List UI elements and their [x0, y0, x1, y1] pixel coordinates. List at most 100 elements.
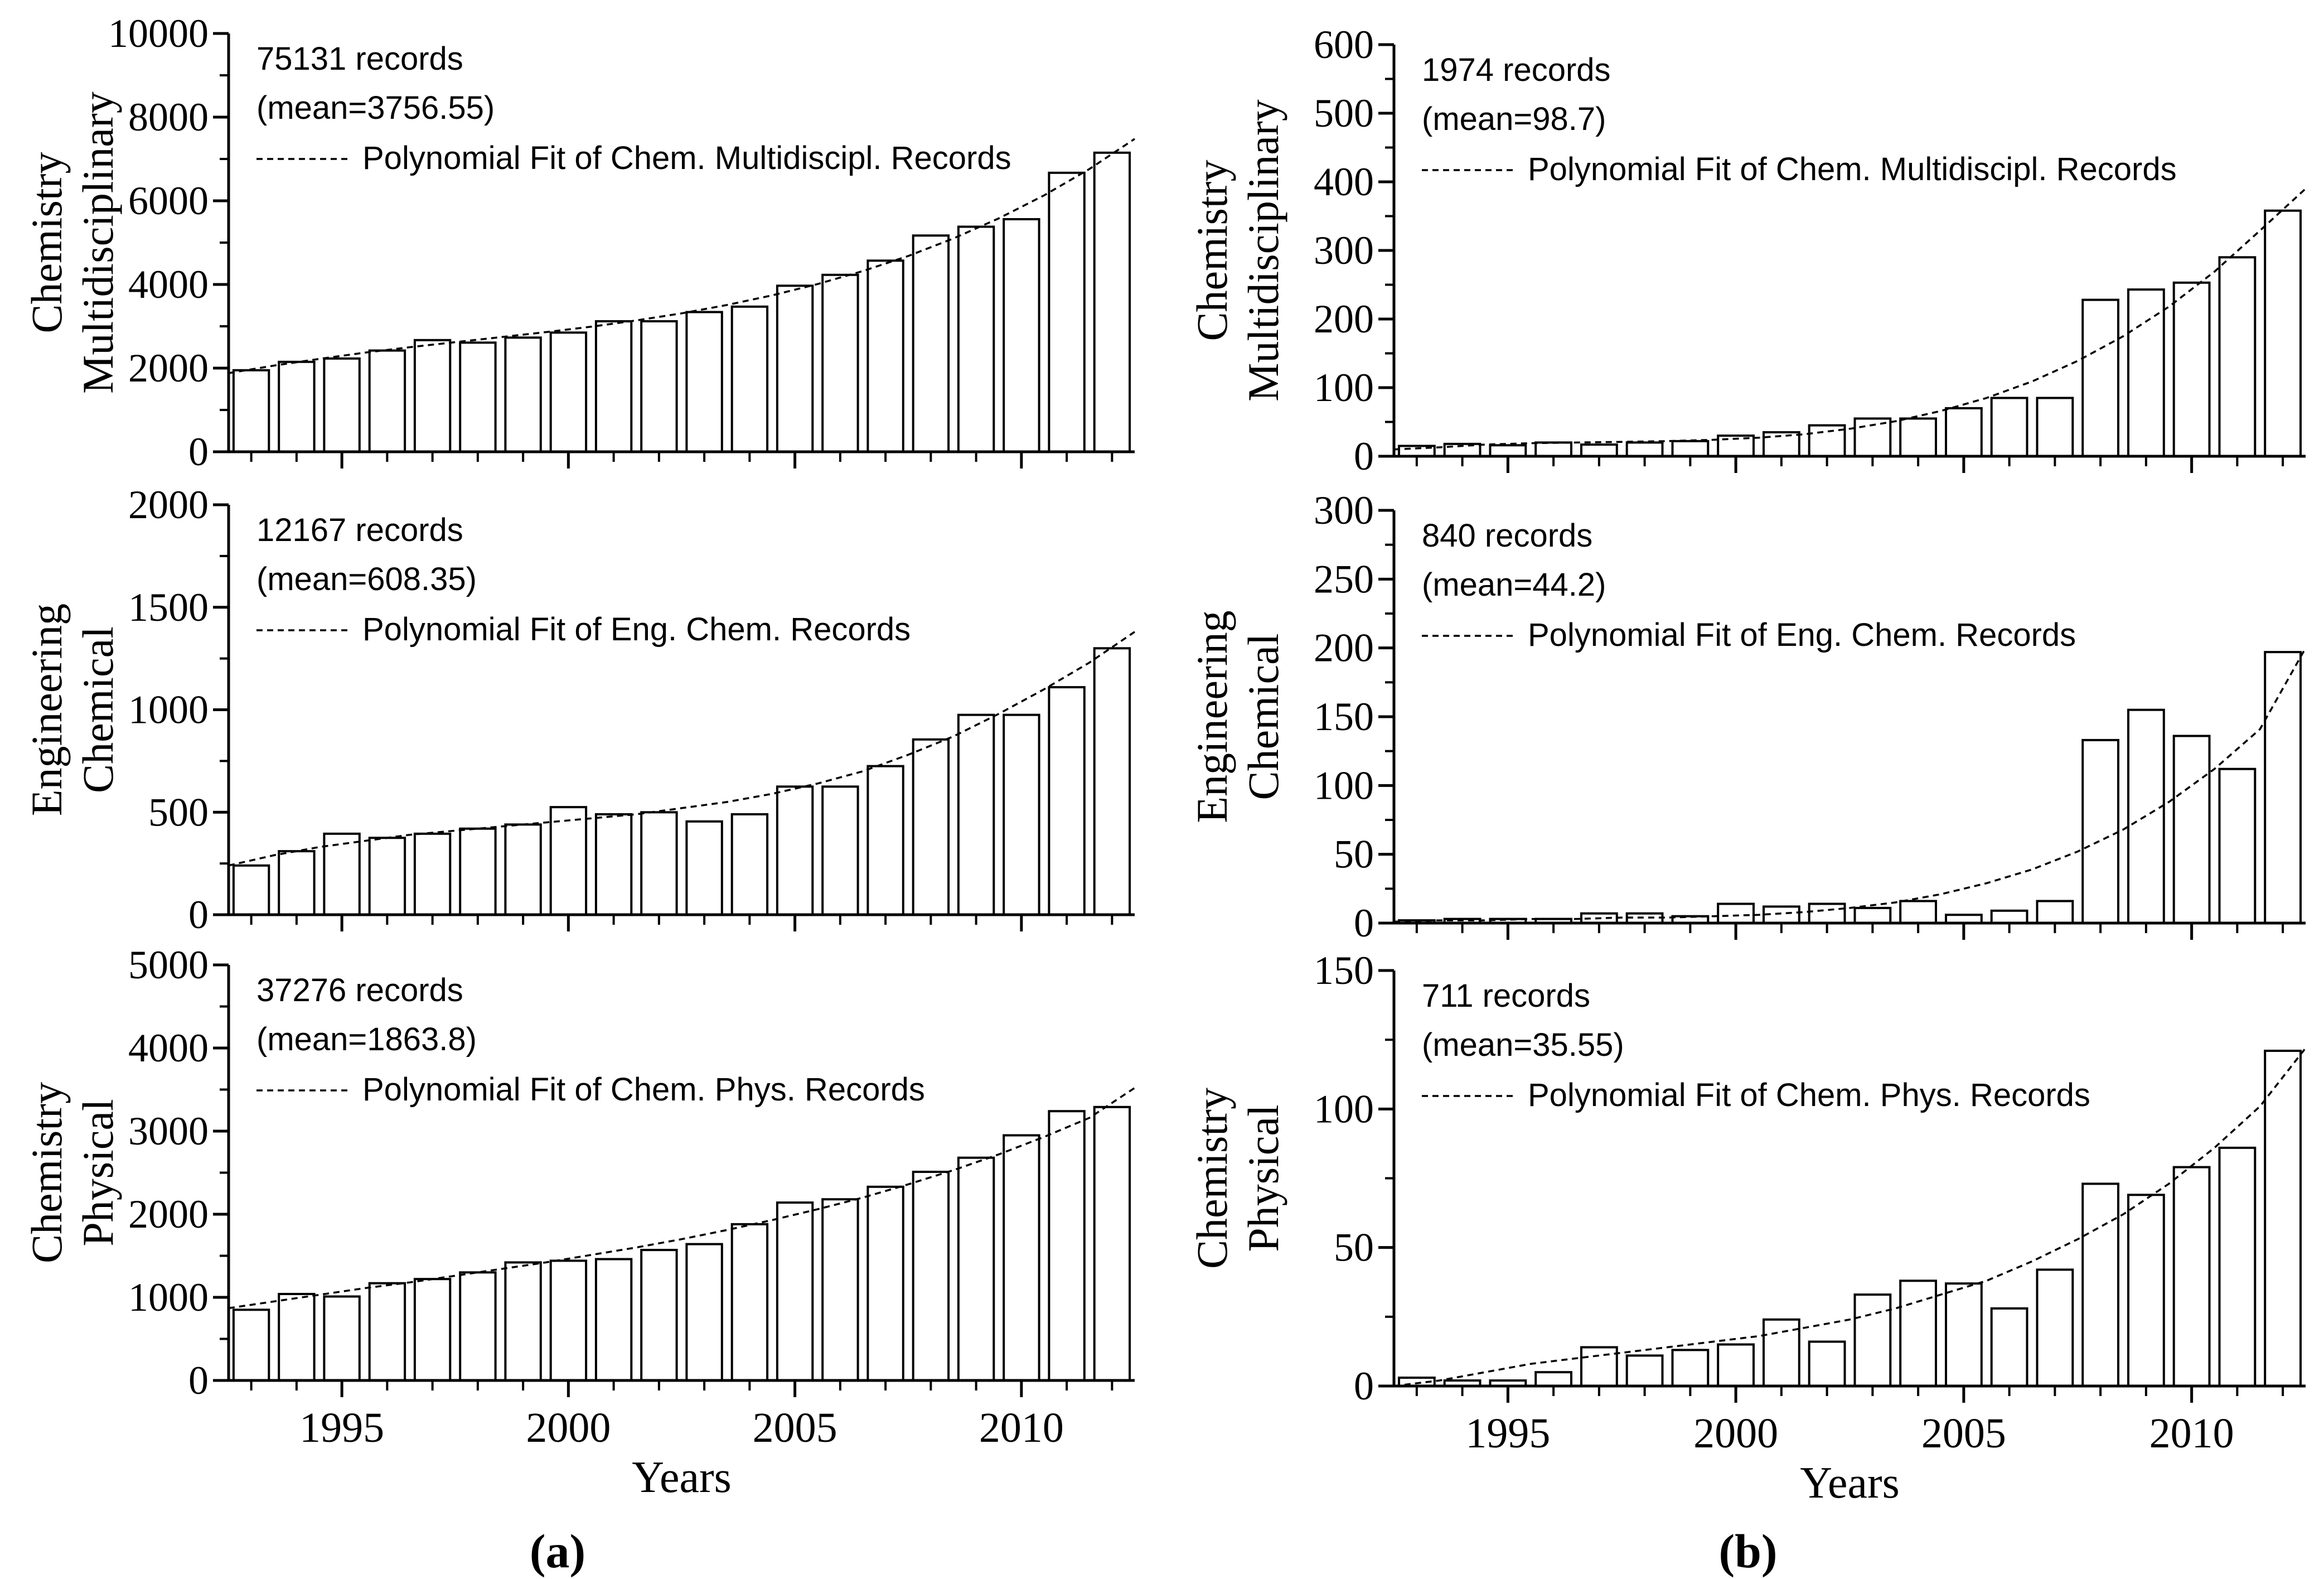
y-axis-label-line: Engineering	[1188, 610, 1236, 823]
panel-label-b: (b)	[1718, 1524, 1777, 1578]
bar-2008	[2081, 1182, 2119, 1387]
bar-2006	[821, 273, 859, 453]
y-tick-label: 50	[1334, 1225, 1374, 1270]
bar-2000	[549, 1259, 588, 1382]
y-tick-label: 4000	[128, 1026, 209, 1070]
x-tick-label: 2010	[2149, 1410, 2234, 1457]
bar-1998	[459, 827, 497, 916]
bar-2012	[1093, 647, 1131, 916]
y-tick-label: 250	[1314, 557, 1374, 601]
bar-2012	[2264, 651, 2302, 924]
bar-1998	[459, 1271, 497, 1382]
y-tick-label: 1000	[128, 688, 209, 732]
mean-value: (mean=35.55)	[1422, 1027, 1624, 1063]
y-axis-label-line: Multidisciplinary	[74, 91, 122, 394]
bar-2007	[866, 259, 904, 453]
y-axis-label-line: Multidisciplinary	[1239, 99, 1287, 402]
bar-2007	[866, 765, 904, 916]
bar-2007	[2036, 1268, 2074, 1387]
y-tick-label: 0	[1354, 1364, 1374, 1408]
bar-2008	[912, 1171, 950, 1382]
bar-2003	[685, 820, 723, 916]
bar-1993	[232, 369, 270, 453]
y-tick-label: 8000	[128, 95, 209, 139]
bar-2003	[685, 311, 723, 453]
bar-1994	[278, 1293, 316, 1382]
bar-1995	[323, 1295, 361, 1382]
bar-2003	[1853, 1293, 1892, 1388]
y-tick-label: 6000	[128, 178, 209, 223]
y-tick-label: 100	[1314, 365, 1374, 410]
bar-1996	[1534, 441, 1572, 458]
bar-2001	[594, 320, 633, 453]
x-axis-label: Years	[1800, 1459, 1900, 1508]
x-tick-label: 1995	[1465, 1410, 1550, 1457]
bar-1999	[504, 336, 542, 453]
mean-value: (mean=98.7)	[1422, 101, 1606, 137]
chart-b-1: 0 100 200 300 400 500 600 ChemistryMultidiscipl…	[1188, 22, 2307, 479]
x-tick-label: 2005	[753, 1404, 837, 1451]
bar-1993	[232, 1308, 270, 1382]
y-axis-label: EngineeringChemical	[1188, 610, 1287, 823]
bar-2006	[821, 785, 859, 916]
mean-value: (mean=44.2)	[1422, 567, 1606, 603]
y-tick-label: 150	[1314, 694, 1374, 739]
bar-2002	[1808, 1340, 1846, 1387]
bar-2012	[1093, 151, 1131, 453]
y-tick-label: 150	[1314, 948, 1374, 993]
y-axis-label-line: Chemistry	[1188, 160, 1236, 341]
y-axis-label-line: Physical	[74, 1099, 122, 1246]
bar-2009	[2127, 1194, 2165, 1388]
y-tick-label: 400	[1314, 160, 1374, 204]
bar-2001	[594, 813, 633, 916]
bar-1998	[1625, 441, 1664, 458]
bar-2003	[685, 1243, 723, 1382]
bar-2011	[1048, 686, 1086, 916]
charts-container: 0200040006000800010000ChemistryMultidisc…	[22, 11, 2307, 1508]
bar-2000	[1717, 1343, 1755, 1387]
bar-1997	[413, 1278, 452, 1382]
bar-2004	[1899, 900, 1937, 924]
y-axis-label: ChemistryPhysical	[22, 1082, 122, 1263]
bar-2012	[2264, 1050, 2302, 1387]
bar-2004	[730, 1223, 769, 1382]
bar-1997	[1580, 1346, 1618, 1387]
y-axis-label-line: Engineering	[22, 603, 71, 816]
fit-line	[1393, 188, 2307, 451]
fit-line	[228, 631, 1135, 867]
y-tick-label: 2000	[128, 346, 209, 390]
bar-2010	[2172, 281, 2211, 457]
mean-value: (mean=3756.55)	[256, 90, 495, 126]
bar-2006	[1990, 909, 2028, 925]
y-tick-label: 50	[1334, 832, 1374, 877]
bar-1996	[368, 349, 406, 453]
y-tick-label: 1000	[128, 1275, 209, 1320]
bar-2001	[1763, 431, 1800, 457]
bar-2011	[2218, 767, 2257, 924]
y-axis-label-line: Chemistry	[22, 1082, 71, 1263]
records-count: 840 records	[1422, 518, 1592, 554]
bar-1996	[1534, 1371, 1572, 1387]
bar-1994	[278, 850, 316, 916]
bar-2004	[730, 813, 769, 916]
bar-2002	[640, 811, 678, 916]
y-tick-label: 2000	[128, 482, 209, 527]
bar-2004	[1899, 417, 1937, 458]
bar-2012	[1093, 1105, 1131, 1382]
bar-2007	[2036, 397, 2074, 457]
bar-2011	[1048, 171, 1086, 453]
records-count: 75131 records	[256, 41, 463, 77]
y-tick-label: 0	[188, 429, 209, 474]
bar-1993	[232, 864, 270, 916]
bar-2010	[2172, 1166, 2211, 1388]
bar-2000	[549, 331, 588, 453]
y-axis-label-line: Chemical	[1239, 634, 1287, 800]
y-tick-label: 2000	[128, 1192, 209, 1237]
y-tick-label: 3000	[128, 1109, 209, 1153]
y-tick-label: 500	[1314, 91, 1374, 136]
chart-a-2: 0 500 1000 1500 2000 EngineeringChemical 12167…	[22, 482, 1135, 937]
bar-2000	[1717, 902, 1755, 924]
bar-2009	[957, 713, 995, 916]
y-tick-label: 0	[188, 1358, 209, 1403]
legend-label: Polynomial Fit of Eng. Chem. Records	[362, 611, 911, 648]
